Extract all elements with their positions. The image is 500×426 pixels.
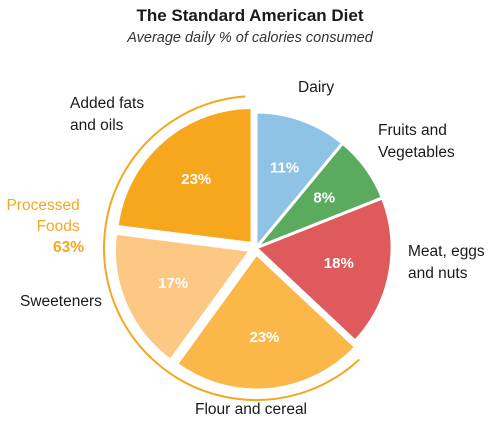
pie-slice-added-fats-and-oils [115,105,254,245]
pie-slice-meat-eggs-and-nuts [254,196,394,343]
pie-slice-flour-and-cereal [175,252,358,392]
processed-foods-bracket-arc [103,95,360,401]
slice-value-label: 23% [181,171,211,188]
chart-title: The Standard American Diet [136,6,364,25]
pie-slice-dairy [254,110,345,250]
slice-value-label: 11% [270,160,299,177]
label-added-fats-oils: Added fats and oils [70,95,148,134]
group-label-processed-foods: Processed Foods 63% [6,197,84,256]
slice-value-labels: 11% 8% 18% 23% 17% 23% [158,160,354,346]
slice-value-label: 18% [324,255,354,272]
pie-slice-sweeteners [113,231,252,362]
label-flour-cereal: Flour and cereal [195,401,307,418]
slice-value-label: 8% [313,189,335,206]
label-sweeteners: Sweeteners [20,293,102,310]
slice-value-label: 23% [249,329,279,346]
chart-subtitle: Average daily % of calories consumed [127,30,373,46]
pie-slices [113,105,394,392]
label-meat-eggs-nuts: Meat, eggs and nuts [408,243,489,282]
label-fruits-vegetables: Fruits and Vegetables [378,122,455,161]
slice-value-label: 17% [158,275,188,292]
label-dairy: Dairy [298,79,334,96]
